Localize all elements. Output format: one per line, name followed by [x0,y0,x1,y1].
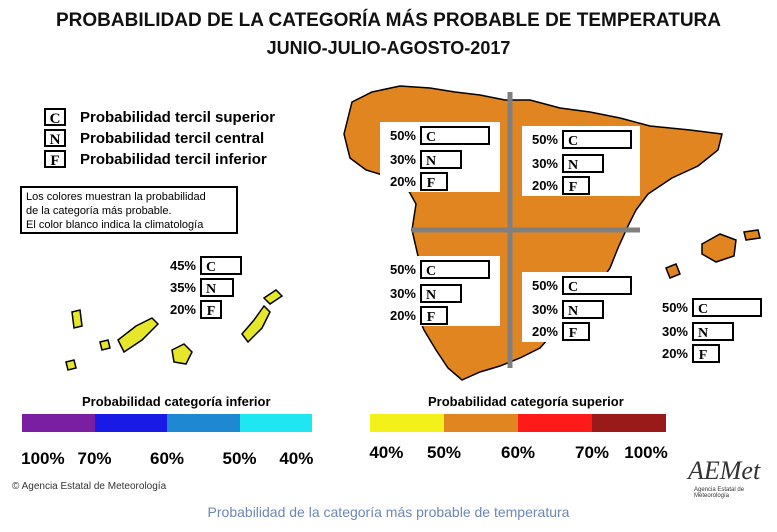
pct-c: 50% [661,300,688,315]
scale-superior-swatch-1 [444,414,518,432]
panel-canarias: 45% C 35% N 20% F [160,254,250,322]
bar-c: C [562,130,632,149]
scale-superior-bar [370,414,666,432]
aemet-logo: AEMet Agencia Estatal de Meteorología [688,456,768,499]
map-title: PROBABILIDAD DE LA CATEGORÍA MÁS PROBABL… [56,10,721,31]
panel-baleares: 50% C 30% N 20% F [652,294,770,364]
menorca-shape [743,229,761,241]
mallorca-shape [701,233,737,263]
bar-f: F [562,176,590,195]
note-line-2: de la categoría más probable. [26,205,172,217]
fuerteventura-shape [241,304,271,344]
scale-superior-label-2: 60% [500,443,536,462]
legend-item-superior: C Probabilidad tercil superior [44,107,275,127]
scale-inferior-swatch-3 [239,414,312,432]
lanzarote-shape [262,289,284,305]
scale-superior-swatch-2 [518,414,592,432]
gran-canaria-shape [171,343,193,365]
logo-name: AEMet [688,456,761,485]
bar-c: C [420,260,490,279]
bar-f: F [420,172,448,191]
pct-f: 20% [389,174,416,189]
legend-label-superior: Probabilidad tercil superior [80,108,276,126]
scale-inferior-swatch-1 [94,414,167,432]
scale-superior-label-1: 50% [426,443,462,462]
logo-subtitle: Agencia Estatal de Meteorología [694,487,745,499]
pct-c: 45% [169,258,196,273]
scale-inferior-label-2: 60% [149,449,185,468]
pct-n: 30% [531,302,558,317]
bar-c: C [562,276,632,295]
legend-label-inferior: Probabilidad tercil inferior [80,150,267,168]
pct-c: 50% [389,128,416,143]
bar-f: F [562,322,590,341]
la-palma-shape [71,309,83,329]
legend-box-c: C [44,108,66,127]
panel-suroeste: 50% C 30% N 20% F [380,256,500,326]
bar-f: F [200,300,222,319]
scale-inferior-label-3: 50% [222,449,257,468]
bar-n: N [562,154,604,173]
bar-n: N [420,150,462,169]
tenerife-shape [117,317,160,354]
ibiza-shape [665,263,681,279]
bar-c: C [692,298,762,317]
scale-inferior-bar [22,414,312,432]
legend-box-f: F [44,150,66,169]
panel-noreste: 50% C 30% N 20% F [522,126,640,196]
bar-f: F [420,306,448,325]
bar-c: C [200,256,242,275]
pct-n: 30% [661,324,688,339]
pct-f: 20% [531,178,558,193]
legend-item-inferior: F Probabilidad tercil inferior [44,149,267,169]
pct-n: 30% [389,286,416,301]
bar-f: F [692,344,720,363]
note-line-1: Los colores muestran la probabilidad [26,191,206,203]
pct-f: 20% [531,324,558,339]
scale-superior-title: Probabilidad categoría superior [428,394,624,409]
pct-n: 30% [531,156,558,171]
scale-superior-swatch-3 [592,414,666,432]
legend-box-n: N [44,129,66,148]
scale-superior-swatch-0 [370,414,444,432]
bar-n: N [200,278,234,297]
scale-superior-label-3: 70% [574,443,610,462]
legend-item-central: N Probabilidad tercil central [44,128,264,148]
pct-c: 50% [531,132,558,147]
scale-inferior-label-0: 100% [21,449,65,468]
scale-superior-label-0: 40% [369,443,404,462]
el-hierro-shape [65,359,77,371]
scale-superior-label-4: 100% [624,443,668,462]
color-note: Los colores muestran la probabilidad de … [20,186,238,234]
panel-sureste: 50% C 30% N 20% F [522,272,640,342]
pct-f: 20% [661,346,688,361]
scale-inferior-swatch-2 [167,414,240,432]
bar-n: N [562,300,604,319]
bar-c: C [420,126,490,145]
pct-f: 20% [389,308,416,323]
panel-noroeste: 50% C 30% N 20% F [380,122,500,192]
scale-inferior-title: Probabilidad categoría inferior [82,394,271,409]
note-line-3: El color blanco indica la climatología [26,219,204,231]
scale-inferior-swatch-0 [22,414,95,432]
scale-inferior-label-4: 40% [279,449,314,468]
pct-c: 50% [531,278,558,293]
bar-n: N [420,284,462,303]
pct-c: 50% [389,262,416,277]
scale-inferior-label-1: 70% [77,449,112,468]
pct-n: 30% [389,152,416,167]
pct-f: 20% [169,302,196,317]
bar-n: N [692,322,734,341]
page-caption: Probabilidad de la categoría más probabl… [207,504,570,520]
pct-n: 35% [169,280,196,295]
copyright-text: © Agencia Estatal de Meteorología [12,481,167,492]
map-subtitle: JUNIO-JULIO-AGOSTO-2017 [266,38,511,58]
legend-label-central: Probabilidad tercil central [80,129,265,147]
la-gomera-shape [99,339,111,351]
